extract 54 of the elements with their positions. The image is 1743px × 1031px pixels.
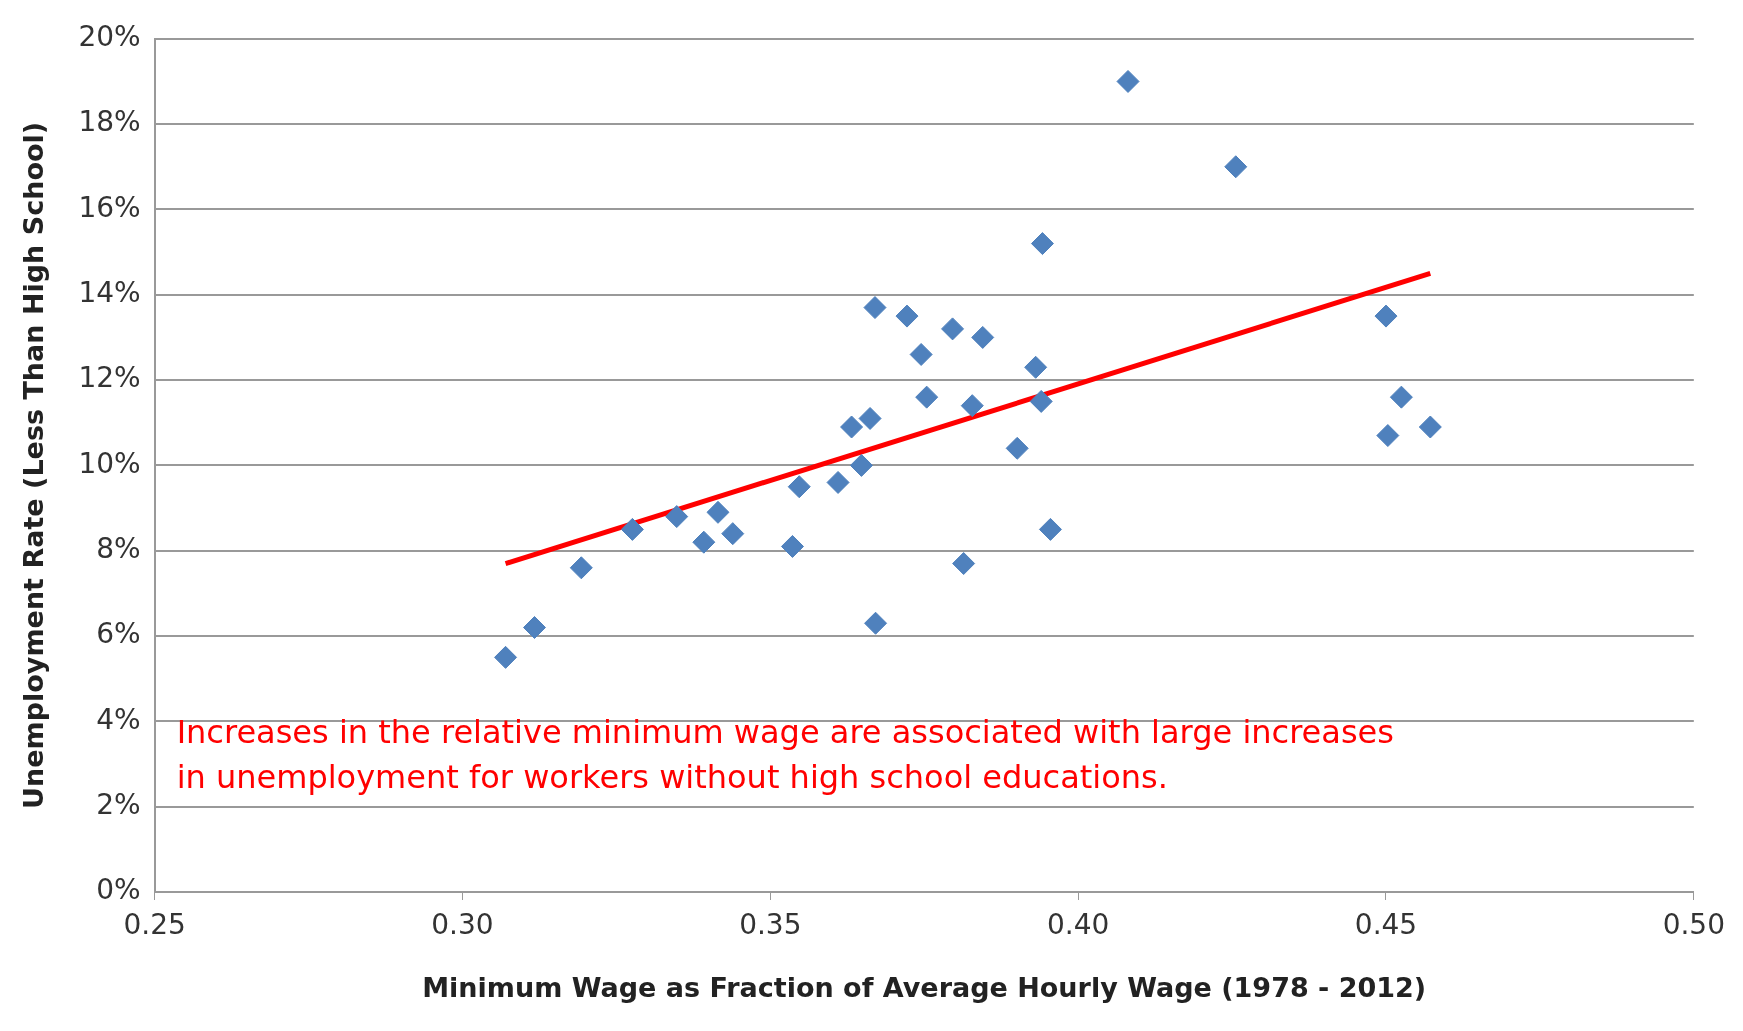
- point: [971, 325, 995, 349]
- point: [692, 530, 716, 554]
- y-tick-label: 2%: [96, 787, 141, 821]
- point: [909, 342, 933, 366]
- x-tick-label: 0.45: [1354, 908, 1418, 942]
- annotation: Increases in the relative minimum wage are associated with large increases in unemployment for workers without high school educations.: [176, 713, 1394, 797]
- x-tick-label: 0.50: [1662, 908, 1725, 942]
- point: [1030, 232, 1054, 256]
- y-axis-title: Unemployment Rate (Less Than High School): [18, 121, 50, 809]
- point: [941, 317, 965, 341]
- point: [864, 611, 888, 635]
- point: [569, 556, 593, 580]
- point: [1038, 517, 1062, 541]
- x-tick-label: 0.30: [431, 908, 494, 942]
- y-tick-label: 8%: [96, 532, 141, 565]
- y-tick-label: 16%: [78, 190, 141, 224]
- point: [863, 296, 887, 320]
- x-tick-label: 0.25: [123, 908, 186, 942]
- point: [706, 500, 730, 524]
- point: [849, 453, 873, 477]
- point: [1389, 385, 1413, 409]
- point: [523, 616, 547, 640]
- point: [915, 385, 939, 409]
- point: [858, 406, 882, 430]
- point: [840, 415, 864, 439]
- point: [1116, 69, 1140, 93]
- x-tick-label: 0.40: [1046, 908, 1110, 942]
- point: [826, 470, 850, 494]
- point: [780, 534, 804, 558]
- point: [895, 304, 919, 328]
- y-tick-label: 12%: [78, 361, 141, 395]
- point: [787, 475, 811, 499]
- point: [1374, 304, 1398, 328]
- y-tick-label: 0%: [96, 873, 141, 907]
- point: [1224, 155, 1248, 179]
- y-tick-label: 4%: [96, 702, 141, 736]
- point: [960, 394, 984, 418]
- y-tick-label: 18%: [78, 105, 141, 139]
- point: [1005, 436, 1029, 460]
- point: [721, 522, 745, 546]
- point: [952, 552, 976, 576]
- point: [1029, 389, 1053, 413]
- y-tick-label: 10%: [78, 446, 141, 480]
- point: [494, 645, 518, 669]
- y-tick-label: 14%: [78, 276, 141, 310]
- point: [1418, 415, 1442, 439]
- point: [665, 505, 689, 529]
- point: [1376, 424, 1400, 448]
- y-tick-label: 6%: [96, 617, 141, 651]
- y-tick-label: 20%: [78, 20, 141, 54]
- point: [620, 517, 644, 541]
- x-tick-label: 0.35: [739, 908, 802, 942]
- x-axis-title: Minimum Wage as Fraction of Average Hourly Wage (1978 - 2012): [422, 971, 1427, 1003]
- point: [1024, 355, 1048, 379]
